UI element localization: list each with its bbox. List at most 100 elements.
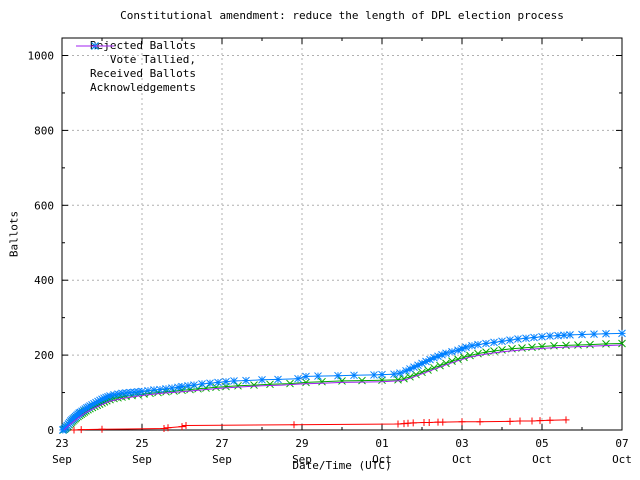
data-marker	[266, 380, 274, 389]
data-marker	[586, 340, 594, 349]
series-line	[73, 419, 567, 431]
tick-labels: 23 Sep 25 Sep 27 Sep 29 Sep 01 Oct 03 Oct 05 Oct 07 Oct…	[28, 50, 632, 467]
data-marker	[314, 372, 322, 380]
data-marker	[390, 370, 398, 379]
y-tick-label: 400	[34, 274, 54, 287]
legend-label: Acknowledgements	[90, 81, 196, 94]
data-marker	[458, 344, 466, 353]
data-marker	[448, 347, 456, 356]
series-rejected-ballots	[70, 416, 570, 434]
data-marker	[498, 337, 506, 346]
data-marker	[358, 376, 366, 385]
y-tick-label: 0	[47, 424, 54, 437]
x-tick-label: 23	[55, 437, 68, 450]
data-marker	[474, 340, 482, 349]
y-tick-label: 800	[34, 124, 54, 137]
x-tick-label: 03	[455, 437, 468, 450]
data-marker	[566, 331, 574, 339]
y-tick-label: 1000	[28, 50, 55, 63]
data-marker	[214, 378, 222, 387]
x-tick-label-month: Oct	[452, 453, 472, 466]
data-marker	[442, 349, 450, 358]
data-marker	[438, 350, 446, 359]
data-marker	[202, 384, 210, 392]
data-marker	[274, 375, 282, 384]
series-line	[62, 343, 623, 431]
axis-ticks	[61, 38, 623, 431]
data-marker	[602, 340, 610, 348]
data-marker	[602, 329, 610, 338]
x-tick-label-month: Oct	[532, 453, 552, 466]
data-marker	[178, 386, 186, 395]
data-marker	[514, 335, 522, 343]
data-marker	[378, 370, 386, 379]
data-marker	[198, 380, 206, 388]
data-marker	[560, 331, 568, 340]
x-tick-label: 05	[535, 437, 548, 450]
data-marker	[318, 377, 326, 386]
series-acknowledgements	[63, 344, 623, 431]
data-marker	[242, 376, 250, 385]
data-marker	[338, 377, 346, 385]
x-tick-label-month: Oct	[372, 453, 392, 466]
data-marker	[250, 381, 258, 389]
legend-label: Received Ballots	[90, 67, 196, 80]
data-marker	[522, 334, 530, 343]
data-marker	[468, 341, 476, 350]
data-marker	[302, 378, 310, 387]
data-marker	[482, 339, 490, 348]
x-tick-label: 29	[295, 437, 308, 450]
plot-border	[61, 37, 623, 431]
data-marker	[574, 341, 582, 349]
data-marker	[302, 372, 310, 381]
data-marker	[562, 341, 570, 350]
data-marker	[370, 371, 378, 379]
data-marker	[454, 346, 462, 355]
data-marker	[396, 369, 404, 377]
data-marker	[350, 371, 358, 380]
data-marker	[258, 375, 266, 384]
y-tick-label: 600	[34, 199, 54, 212]
x-tick-label: 01	[375, 437, 388, 450]
data-marker	[394, 375, 402, 384]
data-marker	[222, 377, 230, 386]
data-marker	[206, 379, 214, 388]
x-tick-label-month: Sep	[292, 453, 312, 466]
data-marker	[618, 329, 626, 338]
data-marker	[178, 382, 186, 391]
series-vote-tallied	[59, 339, 626, 434]
x-tick-label-month: Sep	[52, 453, 72, 466]
data-marker	[530, 333, 538, 342]
data-marker	[230, 377, 238, 385]
data-marker	[294, 374, 302, 383]
data-marker	[506, 336, 514, 344]
chart-title: Constitutional amendment: reduce the len…	[120, 9, 564, 22]
gridlines	[62, 38, 623, 430]
data-marker	[190, 381, 198, 389]
data-marker	[590, 330, 598, 338]
data-marker	[286, 379, 294, 388]
series-line	[63, 344, 623, 431]
data-marker	[334, 371, 342, 380]
legend-label: Vote Tallied,	[109, 53, 196, 66]
x-tick-label-month: Oct	[612, 453, 632, 466]
x-axis-title: Date/Time (UTC)	[292, 459, 392, 472]
data-marker	[162, 384, 170, 393]
data-marker	[156, 385, 164, 394]
y-tick-label: 200	[34, 349, 54, 362]
data-marker	[434, 352, 442, 361]
legend-label: Rejected Ballots	[90, 39, 196, 52]
legend-sample-line	[76, 45, 114, 47]
data-marker	[462, 343, 470, 352]
data-marker	[184, 381, 192, 390]
data-marker	[554, 331, 562, 340]
x-tick-label: 27	[215, 437, 228, 450]
series-received-ballots	[58, 329, 626, 434]
data-marker	[378, 376, 386, 385]
data-marker	[168, 384, 176, 392]
data-marker	[618, 339, 626, 348]
data-marker	[144, 386, 152, 395]
data-marker	[138, 387, 146, 396]
data-marker	[546, 332, 554, 340]
